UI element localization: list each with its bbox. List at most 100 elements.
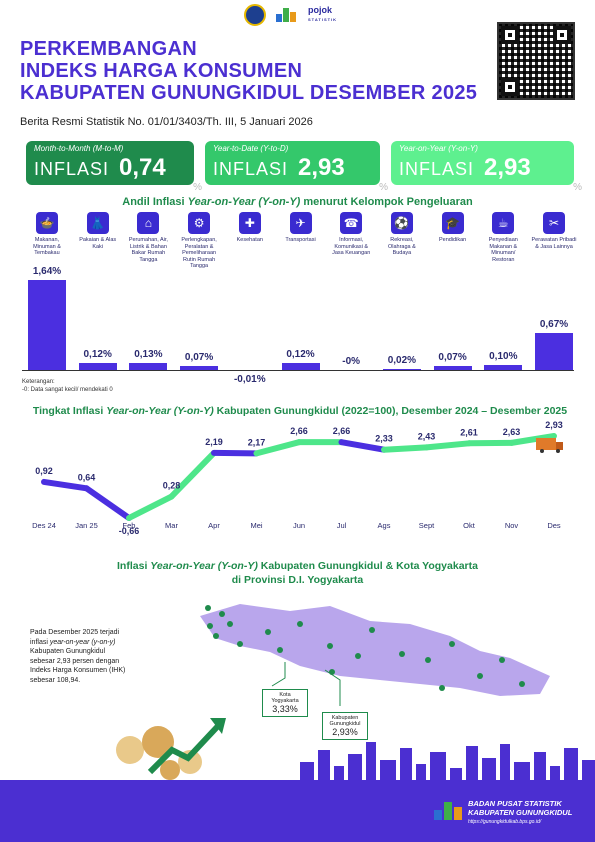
bar-value-label: 0,12% xyxy=(286,349,315,361)
phone-icon: ☎ xyxy=(340,212,363,234)
bar-8 xyxy=(433,366,472,370)
bar-9 xyxy=(484,364,523,370)
point-value-label: 2,19 xyxy=(205,437,223,447)
bar-2 xyxy=(129,362,168,370)
callout-kota-yogyakarta: Kota Yogyakarta 3,33% xyxy=(262,689,308,717)
line-segment xyxy=(253,439,302,457)
line-segment xyxy=(423,440,472,451)
x-tick-label: Jul xyxy=(337,521,347,530)
coins-illustration-icon xyxy=(116,718,226,780)
card-label: Year-to-Date (Y-to-D) xyxy=(213,144,289,153)
line-segment xyxy=(41,478,90,492)
x-tick-label: Sept xyxy=(419,521,435,530)
chart-note: Keterangan: -0: Data sangat kecil/ mende… xyxy=(22,379,113,393)
diy-map xyxy=(200,604,550,706)
category-label: Pendidikan xyxy=(438,237,467,243)
bar-value-label: 0,67% xyxy=(539,319,569,331)
category-label: Rekreasi, Olahraga & Budaya xyxy=(387,237,416,256)
city-skyline-icon xyxy=(300,742,595,782)
bar-value-label: 0,07% xyxy=(438,352,467,364)
bar-0 xyxy=(28,280,66,370)
card-value: 0,74 xyxy=(119,154,166,181)
point-value-label: 0,92 xyxy=(35,466,53,476)
footer-org: BADAN PUSAT STATISTIK KABUPATEN GUNUNGKI… xyxy=(468,799,573,825)
point-value-label: 0,64 xyxy=(78,472,96,482)
category-label: Perawatan Pribadi & Jasa Lainnya xyxy=(531,237,577,250)
personal-care-icon: ✂ xyxy=(543,212,565,234)
category-9: ☕ Penyediaan Makanan & Minuman/ Restoran xyxy=(480,212,526,263)
card-value: 2,93 xyxy=(484,154,531,181)
card-value: 2,93 xyxy=(298,154,345,181)
category-4: ✚ Kesehatan xyxy=(227,212,273,244)
card-year-to-date: Year-to-Date (Y-to-D) INFLASI 2,93 % xyxy=(205,141,388,193)
bar-value-label: 0,02% xyxy=(387,354,417,366)
bar-value-label: 0,13% xyxy=(134,348,163,360)
bar-value-label: 0,10% xyxy=(489,350,518,362)
line-segment xyxy=(83,485,132,521)
card-label: Month-to-Month (M-to-M) xyxy=(34,144,124,153)
category-8: 🎓 Pendidikan xyxy=(430,212,476,244)
bar-value-label: -0,01% xyxy=(233,374,266,385)
map-note: Pada Desember 2025 terjadi inflasi year-… xyxy=(30,629,126,684)
bps-logo-icon xyxy=(276,8,296,22)
page-title: PERKEMBANGAN INDEKS HARGA KONSUMEN KABUP… xyxy=(20,38,477,104)
category-label: Perumahan, Air, Listrik & Bahan Bakar Ru… xyxy=(128,237,168,263)
card-month-to-month: Month-to-Month (M-to-M) INFLASI 0,74 % xyxy=(26,141,202,193)
transport-icon: ✈ xyxy=(289,212,312,234)
line-segment xyxy=(508,433,557,446)
bar-7 xyxy=(382,368,421,370)
release-info: Berita Resmi Statistik No. 01/01/3403/Th… xyxy=(20,116,313,128)
bar-10 xyxy=(535,333,573,370)
category-6: ☎ Informasi, Komunikasi & Jasa Keuangan xyxy=(328,212,374,257)
education-icon: 🎓 xyxy=(441,212,464,234)
point-value-label: 0,28 xyxy=(163,481,181,491)
point-value-label: 2,66 xyxy=(333,426,351,436)
category-label: Transportasi xyxy=(285,237,316,243)
point-value-label: 2,43 xyxy=(418,431,436,441)
x-tick-label: Mar xyxy=(165,521,178,530)
category-2: ⌂ Perumahan, Air, Listrik & Bahan Bakar R… xyxy=(125,212,171,263)
point-value-label: 2,63 xyxy=(503,427,521,437)
category-0: 🍲 Makanan, Minuman & Tembakau xyxy=(24,212,70,257)
card-unit: % xyxy=(379,182,388,193)
category-label: Makanan, Minuman & Tembakau xyxy=(33,237,61,256)
map-dots xyxy=(205,605,525,691)
card-year-on-year: Year-on-Year (Y-on-Y) INFLASI 2,93 % xyxy=(391,141,582,193)
restaurant-icon: ☕ xyxy=(492,212,515,234)
qr-code-icon[interactable] xyxy=(497,22,575,100)
line-segment xyxy=(381,444,430,453)
line-chart-title: Tingkat Inflasi Year-on-Year (Y-on-Y) Ka… xyxy=(32,405,568,417)
card-label: Year-on-Year (Y-on-Y) xyxy=(399,144,478,153)
bar-value-label: 0,07% xyxy=(184,352,214,364)
card-unit: % xyxy=(193,182,202,193)
category-label: Perlengkapan, Peralatan & Pemeliharaan R… xyxy=(181,237,217,269)
x-tick-label: Okt xyxy=(463,521,476,530)
recreation-icon: ⚽ xyxy=(390,212,413,234)
bar-3 xyxy=(180,366,219,370)
health-icon: ✚ xyxy=(238,212,261,234)
delivery-truck-icon xyxy=(536,438,563,453)
bar-value-label: 1,64% xyxy=(32,266,62,277)
x-tick-label: Mei xyxy=(250,521,262,530)
pojok-statistik-logo: pojok STATISTIK xyxy=(308,5,338,23)
footer-band xyxy=(0,780,595,842)
bar-value-label: -0% xyxy=(342,356,361,367)
bar-chart-baseline xyxy=(22,370,574,371)
footer-url[interactable]: https://gunungkidulkab.bps.go.id/ xyxy=(468,819,542,825)
card-word: INFLASI xyxy=(34,159,110,179)
map-section-title: Inflasi Year-on-Year (Y-on-Y) Kabupaten … xyxy=(117,560,478,586)
x-tick-label: Jun xyxy=(293,521,305,530)
category-10: ✂ Perawatan Pribadi & Jasa Lainnya xyxy=(531,212,577,250)
clothing-icon: 👗 xyxy=(86,212,109,234)
line-segment xyxy=(168,449,217,500)
title-line-1: PERKEMBANGAN xyxy=(20,38,197,60)
title-line-2: INDEKS HARGA KONSUMEN xyxy=(20,60,303,82)
bar-1 xyxy=(78,363,117,370)
x-tick-label: Feb xyxy=(123,521,136,530)
line-segment xyxy=(338,439,387,453)
point-value-label: 2,33 xyxy=(375,434,393,444)
point-value-label: 2,61 xyxy=(460,427,478,437)
point-value-label: -0,66 xyxy=(119,526,140,536)
house-icon: ⌂ xyxy=(137,212,160,234)
x-tick-label: Apr xyxy=(208,521,220,530)
